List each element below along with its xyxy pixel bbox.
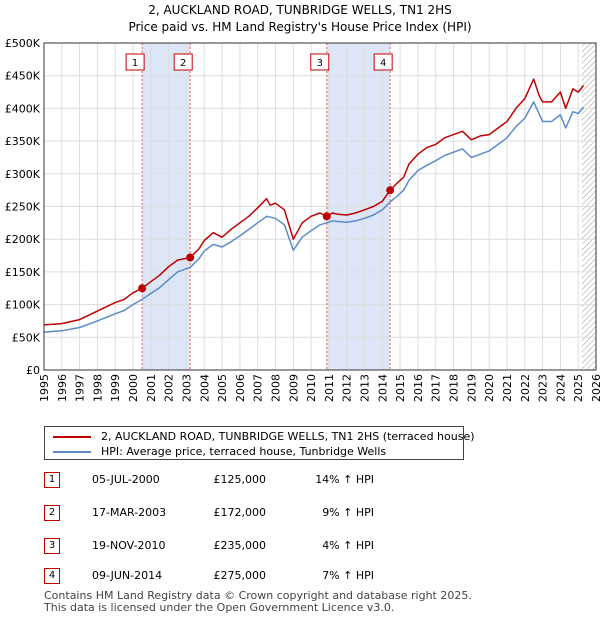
sale-price: £125,000 bbox=[213, 473, 267, 486]
legend-label-property: 2, AUCKLAND ROAD, TUNBRIDGE WELLS, TN1 2… bbox=[101, 430, 475, 443]
x-tick-label: 1998 bbox=[91, 374, 104, 402]
x-tick-label: 2017 bbox=[430, 374, 443, 402]
x-tick-label: 2024 bbox=[554, 374, 567, 402]
legend-swatch-hpi bbox=[53, 451, 91, 453]
sale-price: £275,000 bbox=[213, 569, 267, 582]
sale-number-badge: 2 bbox=[44, 505, 60, 521]
x-tick-label: 1997 bbox=[74, 374, 87, 402]
y-tick-label: £100K bbox=[5, 299, 41, 312]
x-tick-label: 2025 bbox=[572, 374, 585, 402]
sale-point bbox=[322, 212, 331, 221]
x-tick-label: 2015 bbox=[394, 374, 407, 402]
x-tick-label: 2001 bbox=[145, 374, 158, 402]
x-tick-label: 2016 bbox=[412, 374, 425, 402]
chart-title: 2, AUCKLAND ROAD, TUNBRIDGE WELLS, TN1 2… bbox=[148, 3, 452, 17]
sale-date: 19-NOV-2010 bbox=[92, 539, 166, 552]
x-tick-label: 1999 bbox=[109, 374, 122, 402]
x-tick-label: 2000 bbox=[127, 374, 140, 402]
y-tick-label: £500K bbox=[5, 37, 41, 50]
x-tick-label: 2026 bbox=[590, 374, 600, 402]
sale-date: 09-JUN-2014 bbox=[92, 569, 163, 582]
x-tick-label: 2019 bbox=[465, 374, 478, 402]
x-tick-label: 2011 bbox=[323, 374, 336, 402]
chart-subtitle: Price paid vs. HM Land Registry's House … bbox=[128, 20, 471, 34]
hpi-line bbox=[43, 101, 585, 333]
sale-price: £172,000 bbox=[213, 506, 267, 519]
x-tick-label: 1996 bbox=[56, 374, 69, 402]
sale-number-badge: 4 bbox=[44, 568, 60, 584]
y-tick-label: £0 bbox=[26, 364, 40, 377]
price-chart: 2, AUCKLAND ROAD, TUNBRIDGE WELLS, TN1 2… bbox=[5, 3, 600, 402]
sale-point bbox=[186, 253, 195, 262]
table-row: 3 19-NOV-2010 £235,000 4% ↑ HPI bbox=[44, 536, 564, 556]
y-tick-label: £300K bbox=[5, 168, 41, 181]
x-tick-label: 2008 bbox=[269, 374, 282, 402]
x-tick-label: 1995 bbox=[38, 374, 51, 402]
attribution-line-2: This data is licensed under the Open Gov… bbox=[44, 601, 395, 614]
plot-frame bbox=[43, 42, 597, 371]
x-tick-label: 2022 bbox=[519, 374, 532, 402]
x-tick-label: 2010 bbox=[305, 374, 318, 402]
legend-swatch-property bbox=[53, 436, 91, 438]
sale-hpi-delta: 14% ↑ HPI bbox=[315, 473, 374, 486]
table-row: 2 17-MAR-2003 £172,000 9% ↑ HPI bbox=[44, 503, 564, 523]
x-tick-label: 2009 bbox=[287, 374, 300, 402]
x-tick-label: 2002 bbox=[163, 374, 176, 402]
y-tick-label: £50K bbox=[12, 331, 41, 344]
y-tick-label: £400K bbox=[5, 102, 41, 115]
x-tick-label: 2007 bbox=[252, 374, 265, 402]
sale-label-box bbox=[310, 53, 330, 71]
sale-number-badge: 3 bbox=[44, 538, 60, 554]
y-tick-label: £250K bbox=[5, 201, 41, 214]
sale-label-box bbox=[173, 53, 193, 71]
y-tick-label: £450K bbox=[5, 70, 41, 83]
x-tick-label: 2018 bbox=[448, 374, 461, 402]
y-tick-label: £200K bbox=[5, 233, 41, 246]
property-price-line bbox=[43, 78, 585, 326]
x-tick-label: 2006 bbox=[234, 374, 247, 402]
sale-label-text: 4 bbox=[380, 58, 386, 69]
sale-date: 05-JUL-2000 bbox=[92, 473, 160, 486]
sale-date: 17-MAR-2003 bbox=[92, 506, 167, 519]
table-row: 4 09-JUN-2014 £275,000 7% ↑ HPI bbox=[44, 566, 564, 586]
sale-label-box bbox=[373, 53, 393, 71]
y-tick-label: £350K bbox=[5, 135, 41, 148]
sale-hpi-delta: 7% ↑ HPI bbox=[322, 569, 374, 582]
sale-price: £235,000 bbox=[213, 539, 267, 552]
sale-label-box bbox=[125, 53, 145, 71]
x-tick-label: 2021 bbox=[501, 374, 514, 402]
chart-legend: 2, AUCKLAND ROAD, TUNBRIDGE WELLS, TN1 2… bbox=[44, 426, 475, 460]
sale-label-text: 2 bbox=[180, 58, 186, 69]
sale-number-badge: 1 bbox=[44, 472, 60, 488]
x-tick-label: 2003 bbox=[180, 374, 193, 402]
x-tick-label: 2023 bbox=[537, 374, 550, 402]
sale-hpi-delta: 4% ↑ HPI bbox=[322, 539, 374, 552]
x-tick-label: 2012 bbox=[341, 374, 354, 402]
y-tick-label: £150K bbox=[5, 266, 41, 279]
x-tick-label: 2005 bbox=[216, 374, 229, 402]
x-tick-label: 2013 bbox=[359, 374, 372, 402]
x-tick-label: 2004 bbox=[198, 374, 211, 402]
x-tick-label: 2014 bbox=[376, 374, 389, 402]
legend-item-property: 2, AUCKLAND ROAD, TUNBRIDGE WELLS, TN1 2… bbox=[53, 430, 475, 444]
attribution-line-1: Contains HM Land Registry data © Crown c… bbox=[44, 589, 472, 602]
x-tick-label: 2020 bbox=[483, 374, 496, 402]
sale-point bbox=[386, 186, 395, 195]
sale-label-text: 3 bbox=[317, 58, 323, 69]
attribution-footer: Contains HM Land Registry data © Crown c… bbox=[44, 590, 472, 614]
sale-point bbox=[138, 284, 147, 293]
sale-label-text: 1 bbox=[132, 58, 138, 69]
sale-hpi-delta: 9% ↑ HPI bbox=[322, 506, 374, 519]
table-row: 1 05-JUL-2000 £125,000 14% ↑ HPI bbox=[44, 470, 564, 490]
legend-item-hpi: HPI: Average price, terraced house, Tunb… bbox=[53, 445, 386, 459]
legend-label-hpi: HPI: Average price, terraced house, Tunb… bbox=[101, 445, 387, 458]
